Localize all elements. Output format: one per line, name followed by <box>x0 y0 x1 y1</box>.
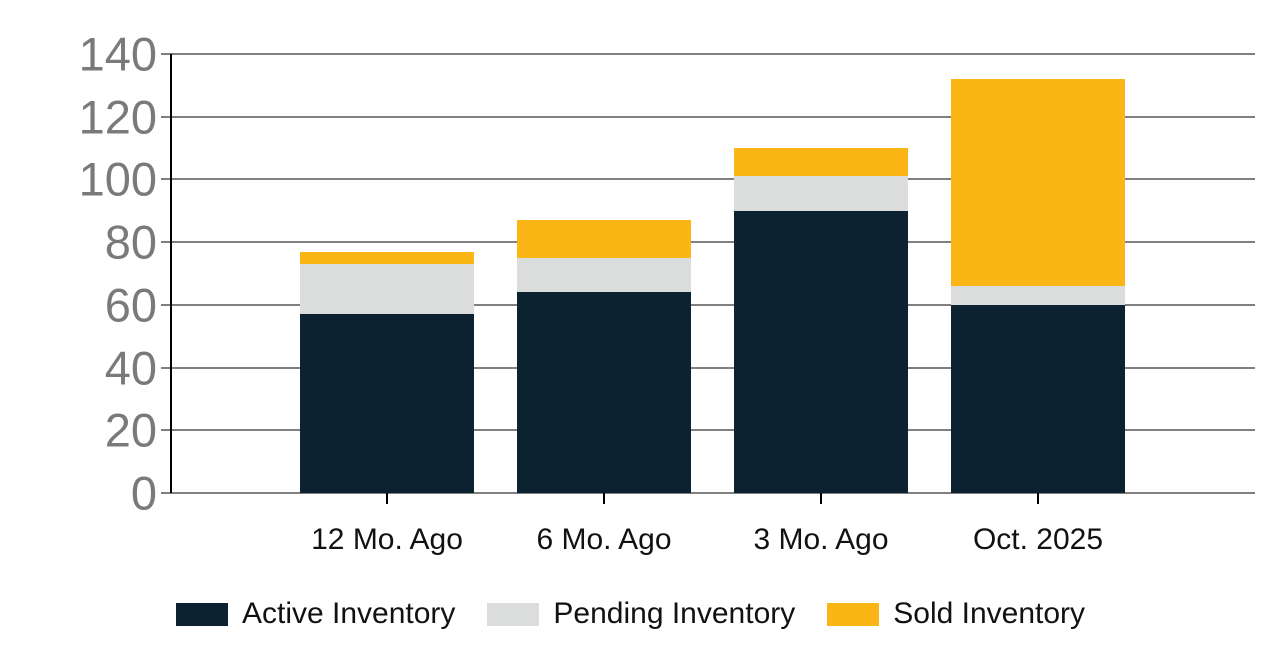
gridline <box>161 492 1255 494</box>
x-axis-tick <box>1037 493 1039 504</box>
bar-segment-sold-inventory <box>517 220 691 258</box>
x-axis-label: 6 Mo. Ago <box>536 523 672 556</box>
x-axis-label: 12 Mo. Ago <box>311 523 463 556</box>
y-tick-label: 100 <box>78 152 157 206</box>
bar-segment-pending-inventory <box>951 286 1125 305</box>
legend-label: Active Inventory <box>241 597 456 630</box>
bar-segment-active-inventory <box>300 314 474 493</box>
y-axis-line <box>170 54 172 493</box>
gridline <box>161 304 1255 306</box>
bar <box>517 220 691 493</box>
x-axis-tick <box>820 493 822 504</box>
x-axis-tick <box>386 493 388 504</box>
y-tick-label: 40 <box>104 341 157 395</box>
bar <box>734 148 908 493</box>
bar-segment-pending-inventory <box>517 257 691 293</box>
gridline <box>161 53 1255 55</box>
y-tick-label: 0 <box>130 466 157 520</box>
x-axis-label: Oct. 2025 <box>972 523 1104 556</box>
bar-segment-sold-inventory <box>734 148 908 177</box>
x-axis-tick <box>603 493 605 504</box>
plot-area: 0 20 40 60 80 100 120 140 12 Mo. Ago 6 Mo. Ago 3 M… <box>79 31 1255 556</box>
legend: Active Inventory Pending Inventory Sold In… <box>0 597 1261 631</box>
gridline <box>161 429 1255 431</box>
bar-segment-pending-inventory <box>300 264 474 315</box>
y-tick-label: 60 <box>104 278 157 332</box>
legend-label: Sold Inventory <box>893 597 1086 630</box>
legend-label: Pending Inventory <box>553 597 796 630</box>
bar-segment-sold-inventory <box>951 79 1125 287</box>
x-axis-label: 3 Mo. Ago <box>753 523 889 556</box>
y-tick-label: 20 <box>104 403 157 457</box>
y-tick-label: 140 <box>78 27 157 81</box>
legend-swatch-icon <box>487 602 540 626</box>
legend-swatch-icon <box>827 602 880 626</box>
gridline <box>161 241 1255 243</box>
gridline <box>161 116 1255 118</box>
legend-swatch-icon <box>175 602 228 626</box>
bar-segment-active-inventory <box>517 292 691 493</box>
bar-segment-active-inventory <box>951 304 1125 493</box>
y-tick-label: 120 <box>78 90 157 144</box>
legend-item: Sold Inventory <box>827 597 1085 631</box>
y-tick-label: 80 <box>104 215 157 269</box>
bar-segment-active-inventory <box>734 210 908 493</box>
legend-item: Active Inventory <box>175 597 456 631</box>
bar-segment-pending-inventory <box>734 176 908 211</box>
legend-item: Pending Inventory <box>487 597 795 631</box>
gridline <box>161 178 1255 180</box>
bar-segment-sold-inventory <box>300 251 474 265</box>
bar <box>300 251 474 493</box>
gridline <box>161 367 1255 369</box>
bar <box>951 79 1125 493</box>
